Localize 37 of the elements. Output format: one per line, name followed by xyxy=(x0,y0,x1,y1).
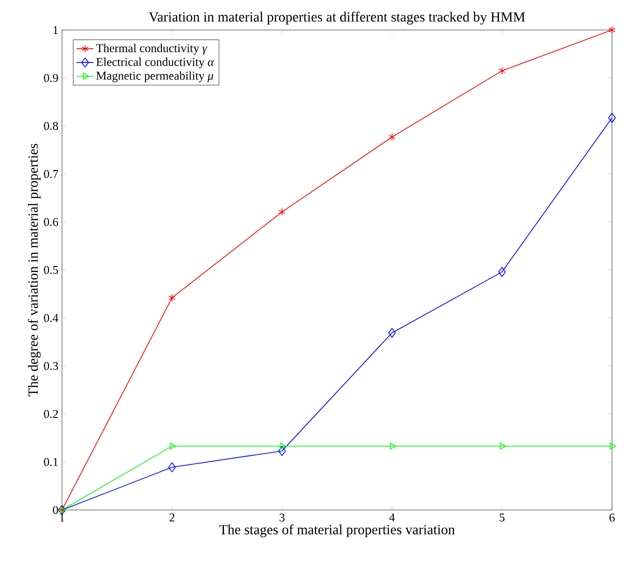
point xyxy=(168,462,176,472)
point xyxy=(388,133,396,141)
y-tick-label: 0.6 xyxy=(44,218,58,226)
y-tick-label: 0.4 xyxy=(44,314,58,322)
legend-label: Electrical conductivity α xyxy=(96,58,214,68)
point xyxy=(498,66,506,75)
y-tick-label: 0.3 xyxy=(44,362,58,370)
legend-label: Thermal conductivity γ xyxy=(96,44,208,55)
y-tick-label: 0.9 xyxy=(44,74,58,82)
point xyxy=(498,266,506,277)
point xyxy=(610,442,616,450)
point xyxy=(500,442,506,450)
x-tick-label: 3 xyxy=(280,514,285,522)
point xyxy=(608,112,616,123)
legend-label: Magnetic permeability μ xyxy=(96,71,214,82)
y-tick-label: 0.8 xyxy=(44,122,58,130)
y-tick-label: 0.2 xyxy=(44,410,58,418)
y-tick-label: 0 xyxy=(52,506,58,514)
x-tick-label: 5 xyxy=(500,514,505,522)
point xyxy=(168,294,176,302)
chart-title: Variation in material properties at different stages tracked by HMM xyxy=(148,12,525,24)
y-axis-title: The degree of variation in material properties xyxy=(28,144,41,396)
point xyxy=(608,26,616,34)
point xyxy=(388,328,396,338)
point xyxy=(280,442,286,450)
x-axis-title: The stages of material properties variation xyxy=(219,524,455,538)
y-tick-label: 1 xyxy=(54,26,58,34)
y-tick-label: 0.7 xyxy=(44,170,58,178)
y-tick-label: 0.5 xyxy=(44,266,58,274)
y-tick-label: 0.1 xyxy=(44,458,58,466)
x-tick-label: 6 xyxy=(610,514,615,522)
x-tick-label: 2 xyxy=(170,514,174,522)
point xyxy=(278,208,286,216)
point xyxy=(170,442,176,450)
x-tick-label: 4 xyxy=(389,514,395,522)
point xyxy=(278,446,286,456)
point xyxy=(390,442,396,450)
